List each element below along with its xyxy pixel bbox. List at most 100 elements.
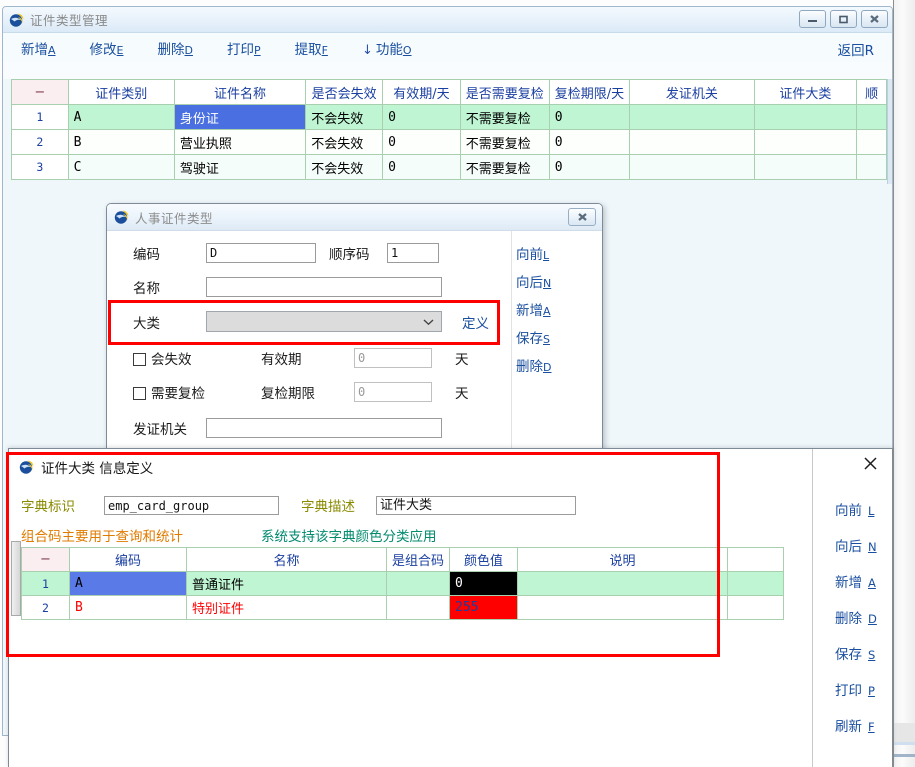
row-order[interactable] [856, 154, 887, 180]
group-grid-vertical-scrollbar[interactable] [11, 541, 21, 616]
row-needs-recheck[interactable]: 不需要复检 [459, 129, 550, 155]
row-color-value[interactable]: 255 [449, 595, 519, 620]
table-row[interactable]: 2 B 营业执照 不会失效 0 不需要复检 0 [11, 129, 887, 155]
group-grid-col-extra[interactable] [727, 547, 785, 572]
row-validity-days[interactable]: 0 [382, 129, 461, 155]
name-input[interactable] [206, 277, 442, 297]
row-is-group[interactable] [385, 571, 451, 596]
group-button-delete[interactable]: 删除 D [821, 599, 892, 635]
recheck-input[interactable]: 0 [354, 382, 432, 402]
row-card-name[interactable]: 身份证 [173, 104, 307, 130]
row-name[interactable]: 特别证件 [186, 595, 387, 620]
row-extra[interactable] [727, 571, 785, 596]
row-recheck-days[interactable]: 0 [548, 154, 631, 180]
group-grid-col-desc[interactable]: 说明 [517, 547, 729, 572]
dialog-button-delete[interactable]: 删除D [510, 351, 602, 379]
grid-col-card-category[interactable]: 证件类别 [67, 79, 175, 105]
group-button-save[interactable]: 保存 S [821, 635, 892, 671]
row-recheck-days[interactable]: 0 [548, 129, 631, 155]
row-needs-recheck[interactable]: 不需要复检 [459, 154, 550, 180]
row-card-name[interactable]: 营业执照 [173, 129, 307, 155]
group-combobox[interactable] [206, 311, 442, 332]
row-issuer[interactable] [629, 104, 755, 130]
toolbar-button-return[interactable]: 返回R [838, 39, 874, 59]
row-needs-recheck[interactable]: 不需要复检 [459, 104, 550, 130]
group-button-next[interactable]: 向后 N [821, 527, 892, 563]
row-card-name[interactable]: 驾驶证 [173, 154, 307, 180]
main-window-titlebar[interactable]: 证件类型管理 [3, 7, 892, 33]
expire-checkbox[interactable]: 会失效 [133, 348, 261, 368]
group-grid-col-code[interactable]: 编码 [69, 547, 187, 572]
row-card-category[interactable]: B [67, 129, 175, 155]
card-type-dialog-close-button[interactable] [568, 208, 596, 226]
row-expires[interactable]: 不会失效 [305, 129, 384, 155]
group-define-dialog-titlebar[interactable]: 证件大类 信息定义 [19, 457, 153, 477]
toolbar-button-functions[interactable]: ↓ 功能O [362, 38, 412, 58]
row-color-value[interactable]: 0 [449, 571, 519, 596]
row-order[interactable] [856, 129, 887, 155]
toolbar-button-print[interactable]: 打印P [227, 38, 261, 58]
group-grid-col-is-group[interactable]: 是组合码 [385, 547, 451, 572]
grid-col-validity-days[interactable]: 有效期/天 [382, 79, 461, 105]
grid-col-recheck-days[interactable]: 复检期限/天 [548, 79, 631, 105]
define-link[interactable]: 定义 [462, 315, 489, 332]
table-row[interactable]: 1 A 普通证件 0 [21, 571, 785, 596]
grid-col-issuer[interactable]: 发证机关 [629, 79, 755, 105]
row-name[interactable]: 普通证件 [186, 571, 387, 596]
group-grid-col-color-value[interactable]: 颜色值 [449, 547, 519, 572]
group-define-close-button[interactable] [860, 455, 880, 475]
group-grid-col-name[interactable]: 名称 [186, 547, 387, 572]
validity-input[interactable]: 0 [354, 348, 432, 368]
table-row[interactable]: 2 B 特别证件 255 [21, 595, 785, 620]
card-type-dialog-titlebar[interactable]: 人事证件类型 [107, 204, 602, 231]
minimize-button[interactable] [799, 10, 826, 28]
row-desc[interactable] [517, 571, 729, 596]
code-input[interactable]: D [206, 243, 316, 263]
group-button-print[interactable]: 打印 P [821, 671, 892, 707]
grid-col-order[interactable]: 顺 [856, 79, 887, 105]
toolbar-button-fetch[interactable]: 提取F [295, 38, 328, 58]
maximize-button[interactable] [830, 10, 857, 28]
grid-col-card-group[interactable]: 证件大类 [753, 79, 858, 105]
group-button-add[interactable]: 新增 A [821, 563, 892, 599]
dialog-button-add[interactable]: 新增A [510, 295, 602, 323]
row-code[interactable]: A [69, 571, 187, 596]
row-extra[interactable] [727, 595, 785, 620]
grid-col-expires[interactable]: 是否会失效 [305, 79, 384, 105]
toolbar-button-edit[interactable]: 修改E [90, 38, 124, 58]
table-row[interactable]: 3 C 驾驶证 不会失效 0 不需要复检 0 [11, 154, 887, 180]
row-card-group[interactable] [753, 104, 858, 130]
table-row[interactable]: 1 A 身份证 不会失效 0 不需要复检 0 [11, 104, 887, 130]
row-expires[interactable]: 不会失效 [305, 154, 384, 180]
row-is-group[interactable] [385, 595, 451, 620]
row-code[interactable]: B [69, 595, 187, 620]
card-group-grid[interactable]: − 编码 名称 是组合码 颜色值 说明 1 A 普通证件 [21, 547, 785, 620]
row-validity-days[interactable]: 0 [382, 154, 461, 180]
row-card-group[interactable] [753, 154, 858, 180]
group-button-prev[interactable]: 向前 L [821, 491, 892, 527]
grid-corner-cell[interactable]: − [11, 79, 69, 105]
card-type-grid[interactable]: − 证件类别 证件名称 是否会失效 有效期/天 是否需要复检 复检期限/天 发证… [11, 79, 887, 180]
row-card-category[interactable]: C [67, 154, 175, 180]
row-issuer[interactable] [629, 154, 755, 180]
group-button-refresh[interactable]: 刷新 F [821, 707, 892, 743]
dialog-button-prev[interactable]: 向前L [510, 239, 602, 267]
row-card-category[interactable]: A [67, 104, 175, 130]
toolbar-button-delete[interactable]: 删除D [157, 38, 192, 58]
row-expires[interactable]: 不会失效 [305, 104, 384, 130]
row-recheck-days[interactable]: 0 [548, 104, 631, 130]
row-validity-days[interactable]: 0 [382, 104, 461, 130]
close-button[interactable] [861, 10, 888, 28]
row-desc[interactable] [517, 595, 729, 620]
grid-vertical-scrollbar[interactable] [887, 79, 892, 184]
seq-input[interactable]: 1 [387, 243, 439, 263]
toolbar-button-add[interactable]: 新增A [21, 38, 56, 58]
issuer-input[interactable] [206, 418, 442, 438]
dict-desc-input[interactable]: 证件大类 [376, 495, 576, 515]
grid-col-card-name[interactable]: 证件名称 [173, 79, 307, 105]
recheck-checkbox[interactable]: 需要复检 [133, 382, 261, 402]
row-issuer[interactable] [629, 129, 755, 155]
grid-col-needs-recheck[interactable]: 是否需要复检 [459, 79, 550, 105]
dialog-button-next[interactable]: 向后N [510, 267, 602, 295]
dialog-button-save[interactable]: 保存S [510, 323, 602, 351]
